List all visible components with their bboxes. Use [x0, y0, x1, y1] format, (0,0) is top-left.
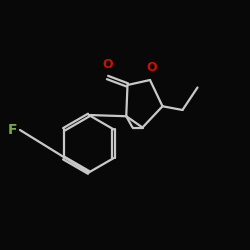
Text: O: O [146, 61, 156, 74]
Text: O: O [102, 58, 113, 71]
Text: F: F [8, 123, 17, 137]
